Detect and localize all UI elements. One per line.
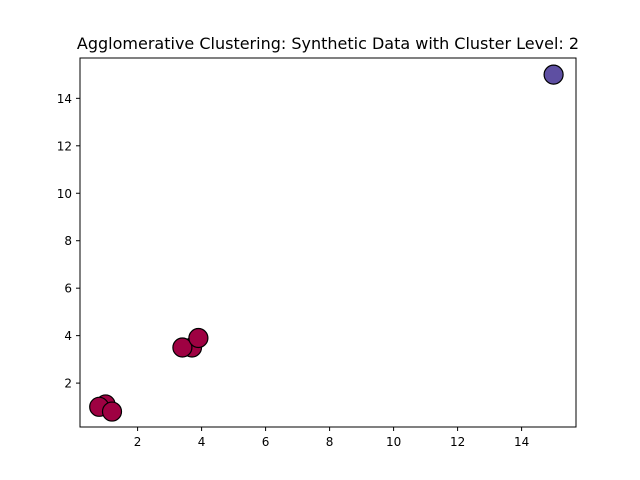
x-tick-label: 14 <box>514 435 529 449</box>
points-layer <box>89 64 564 422</box>
y-tick-label: 2 <box>64 377 72 391</box>
y-axis: 2 4 6 8 10 12 14 <box>57 92 80 391</box>
x-tick-label: 12 <box>450 435 465 449</box>
chart-title: Agglomerative Clustering: Synthetic Data… <box>77 34 579 53</box>
y-tick-label: 6 <box>64 282 72 296</box>
y-tick-label: 12 <box>57 139 72 153</box>
x-axis: 2 4 6 8 10 12 14 <box>134 427 529 449</box>
x-tick-label: 6 <box>262 435 270 449</box>
y-tick-label: 8 <box>64 234 72 248</box>
x-tick-label: 4 <box>198 435 206 449</box>
y-tick-label: 10 <box>57 187 72 201</box>
axes-frame <box>79 57 577 428</box>
x-tick-label: 2 <box>134 435 142 449</box>
y-tick-label: 14 <box>57 92 72 106</box>
data-point-6 <box>543 64 564 85</box>
y-tick-label: 4 <box>64 329 72 343</box>
data-point-4 <box>172 337 193 358</box>
x-tick-label: 8 <box>326 435 334 449</box>
data-point-2 <box>101 401 123 422</box>
data-point-5 <box>188 327 209 349</box>
x-tick-label: 10 <box>386 435 401 449</box>
